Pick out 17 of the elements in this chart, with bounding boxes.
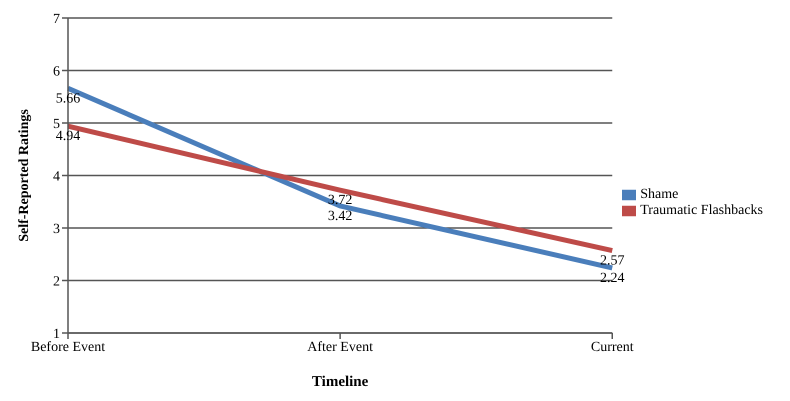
- data-label: 2.24: [600, 270, 624, 286]
- y-tick-label: 4: [53, 169, 60, 184]
- x-tick-label: Before Event: [30, 340, 106, 355]
- data-label: 2.57: [600, 254, 624, 269]
- y-axis-title: Self-Reported Ratings: [16, 108, 32, 242]
- data-label: 3.42: [328, 208, 352, 224]
- x-tick-label: After Event: [307, 340, 374, 355]
- y-tick-label: 3: [53, 222, 60, 237]
- y-tick-label: 2: [53, 274, 60, 290]
- y-tick-label: 7: [53, 12, 60, 27]
- y-tick-label: 6: [53, 64, 60, 80]
- y-tick-label: 5: [53, 116, 60, 132]
- y-tick-label: 1: [53, 326, 60, 342]
- legend-label: Shame: [640, 187, 678, 202]
- x-tick-label: Current: [590, 340, 634, 355]
- legend-label: Traumatic Flashbacks: [640, 203, 763, 218]
- x-axis-title: Timeline: [312, 374, 369, 390]
